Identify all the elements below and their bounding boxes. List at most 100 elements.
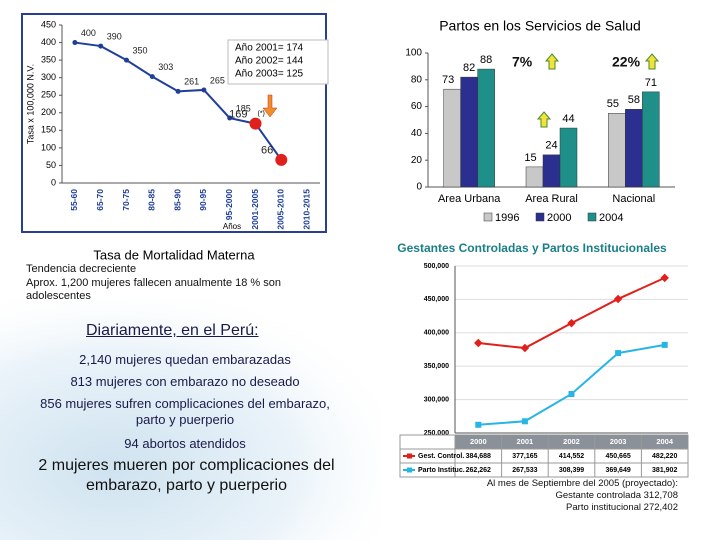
intro-line: Aprox. 1,200 mujeres fallecen anualmente… xyxy=(26,277,281,302)
legend-label: Parto Instituc. xyxy=(418,467,465,474)
x-tick-label: Area Rural xyxy=(525,193,578,205)
legend-label: Gest. Control. xyxy=(418,453,464,460)
y-tick-label: 100 xyxy=(405,48,422,59)
point xyxy=(521,418,528,425)
bar xyxy=(443,88,461,188)
y-tick-label: 20 xyxy=(411,155,423,166)
table-value: 414,552 xyxy=(559,453,584,460)
x-tick-label: 2005-2010 xyxy=(276,189,286,230)
daily-item: 856 mujeres sufren complicaciones del em… xyxy=(40,396,330,427)
annotation: 7% xyxy=(512,54,533,70)
data-label: 303 xyxy=(158,62,173,72)
y-tick-label: 80 xyxy=(411,74,423,85)
y-tick-label: 300 xyxy=(41,72,56,82)
annotation-box xyxy=(227,39,329,85)
bar xyxy=(525,166,544,188)
point xyxy=(474,338,483,348)
y-tick-label: 100 xyxy=(41,142,56,152)
y-tick-label: 60 xyxy=(411,101,423,112)
footnote: Gestante controlada 312,708 xyxy=(555,490,678,501)
point xyxy=(227,115,233,121)
x-tick-label: 55-60 xyxy=(69,189,79,211)
data-label: 66 xyxy=(261,145,273,157)
background-wash xyxy=(0,300,380,540)
annotation: 22% xyxy=(612,54,641,70)
annotation: Año 2003= 125 xyxy=(235,69,304,80)
annotation: 88% xyxy=(512,113,536,127)
up-arrow xyxy=(536,111,552,128)
legend-label: 1996 xyxy=(495,212,519,224)
bar xyxy=(559,127,578,188)
x-tick-label: 2010-2015 xyxy=(301,189,311,230)
intro-line: Tendencia decreciente xyxy=(26,263,137,275)
x-tick-label: 90-95 xyxy=(198,189,208,211)
point xyxy=(175,88,181,94)
y-tick-label: 450 xyxy=(41,19,56,29)
y-tick-label: 350,000 xyxy=(424,363,449,370)
table-value: 377,165 xyxy=(512,453,537,460)
y-tick-label: 500,000 xyxy=(424,263,449,270)
table-header-label: 2003 xyxy=(610,437,627,446)
bar xyxy=(625,109,643,188)
table-header-label: 2000 xyxy=(470,437,487,446)
x-tick-label: 70-75 xyxy=(121,189,131,211)
note: (*) xyxy=(258,111,265,118)
table-value: 450,665 xyxy=(605,453,630,460)
up-arrow xyxy=(544,53,560,70)
footnote: Parto institucional 272,402 xyxy=(566,502,678,513)
data-label: 265 xyxy=(210,75,225,85)
data-label: 350 xyxy=(133,45,148,55)
y-tick-label: 450,000 xyxy=(424,296,449,303)
point xyxy=(613,294,623,304)
point xyxy=(615,350,622,357)
y-tick-label: 0 xyxy=(51,177,56,187)
point xyxy=(275,153,288,166)
daily-item: 2,140 mujeres quedan embarazadas xyxy=(79,352,291,367)
y-tick-label: 250 xyxy=(41,90,56,100)
table-header xyxy=(455,435,688,449)
table-value: 267,533 xyxy=(512,467,537,474)
bar xyxy=(542,154,561,188)
table-header-label: 2001 xyxy=(517,437,534,446)
data-label: 71 xyxy=(645,77,657,89)
point xyxy=(568,390,575,397)
point xyxy=(149,74,155,80)
point xyxy=(201,87,207,93)
table-header-label: 2002 xyxy=(563,437,580,446)
y-tick-label: 400 xyxy=(41,37,56,47)
point xyxy=(72,40,78,46)
legend-label: 2004 xyxy=(599,212,623,224)
table-value: 381,902 xyxy=(652,467,677,474)
daily-item: 94 abortos atendidos xyxy=(124,436,246,451)
point xyxy=(661,341,668,348)
y-tick-label: 40 xyxy=(411,128,423,139)
data-label: 73 xyxy=(442,74,454,86)
point xyxy=(249,117,262,130)
y-tick-label: 250,000 xyxy=(424,430,449,437)
data-label: 169 xyxy=(229,109,247,121)
data-label: 55 xyxy=(607,98,619,110)
data-label: 82 xyxy=(463,62,475,74)
y-tick-label: 350 xyxy=(41,54,56,64)
x-tick-label: 65-70 xyxy=(95,189,105,211)
footnote: Al mes de Septiembre del 2005 (proyectad… xyxy=(486,478,678,489)
chart-title: Gestantes Controladas y Partos Instituci… xyxy=(397,241,667,255)
data-label: 24 xyxy=(545,140,557,152)
legend-marker xyxy=(407,467,412,473)
x-tick-label: 2001-2005 xyxy=(250,189,260,230)
table-header-label: 2004 xyxy=(656,437,674,446)
series-line xyxy=(478,276,666,350)
daily-item: 813 mujeres con embarazo no deseado xyxy=(70,374,300,389)
y-tick-label: 50 xyxy=(46,160,56,170)
y-axis-label: Tasa x 100,000 N.V. xyxy=(25,64,35,144)
point xyxy=(124,57,129,63)
data-label: 58 xyxy=(628,94,640,106)
point xyxy=(660,273,669,283)
data-label: 44 xyxy=(562,113,574,125)
legend-label: 2000 xyxy=(547,212,571,224)
chart-title: Partos en los Servicios de Salud xyxy=(439,18,641,34)
x-tick-label: Nacional xyxy=(612,193,655,205)
y-tick-label: 400,000 xyxy=(424,330,449,337)
x-tick-label: 80-85 xyxy=(147,189,157,211)
